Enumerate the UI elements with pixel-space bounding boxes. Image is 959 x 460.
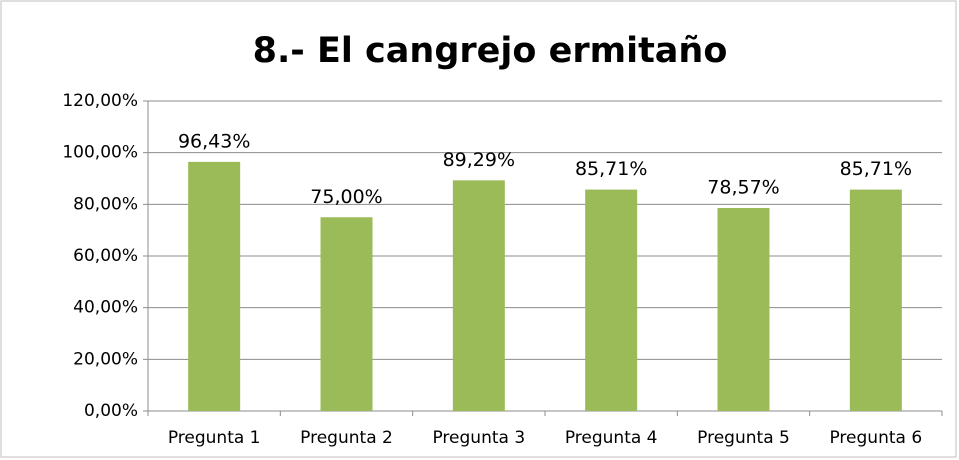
bar xyxy=(188,161,241,411)
y-tick-label: 80,00% xyxy=(73,194,138,214)
data-label: 78,57% xyxy=(707,177,779,199)
data-label: 85,71% xyxy=(575,158,647,180)
data-label: 96,43% xyxy=(178,130,250,152)
data-label: 85,71% xyxy=(840,158,912,180)
x-tick-label: Pregunta 5 xyxy=(697,428,790,448)
chart-title: 8.- El cangrejo ermitaño xyxy=(253,31,728,71)
x-tick-label: Pregunta 1 xyxy=(168,428,261,448)
x-tick-label: Pregunta 2 xyxy=(300,428,393,448)
bar xyxy=(320,217,373,411)
bar xyxy=(452,180,505,411)
bar xyxy=(585,189,638,411)
data-label: 75,00% xyxy=(310,186,382,208)
x-tick-label: Pregunta 3 xyxy=(432,428,525,448)
bar xyxy=(849,189,902,411)
y-tick-label: 100,00% xyxy=(62,143,138,163)
x-tick-label: Pregunta 4 xyxy=(565,428,658,448)
y-tick-label: 20,00% xyxy=(73,349,138,369)
y-tick-label: 120,00% xyxy=(62,91,138,111)
x-tick-label: Pregunta 6 xyxy=(829,428,922,448)
bar xyxy=(717,208,770,411)
y-tick-label: 60,00% xyxy=(73,246,138,266)
data-label: 89,29% xyxy=(443,149,515,171)
y-tick-label: 40,00% xyxy=(73,298,138,318)
y-tick-label: 0,00% xyxy=(84,401,138,421)
